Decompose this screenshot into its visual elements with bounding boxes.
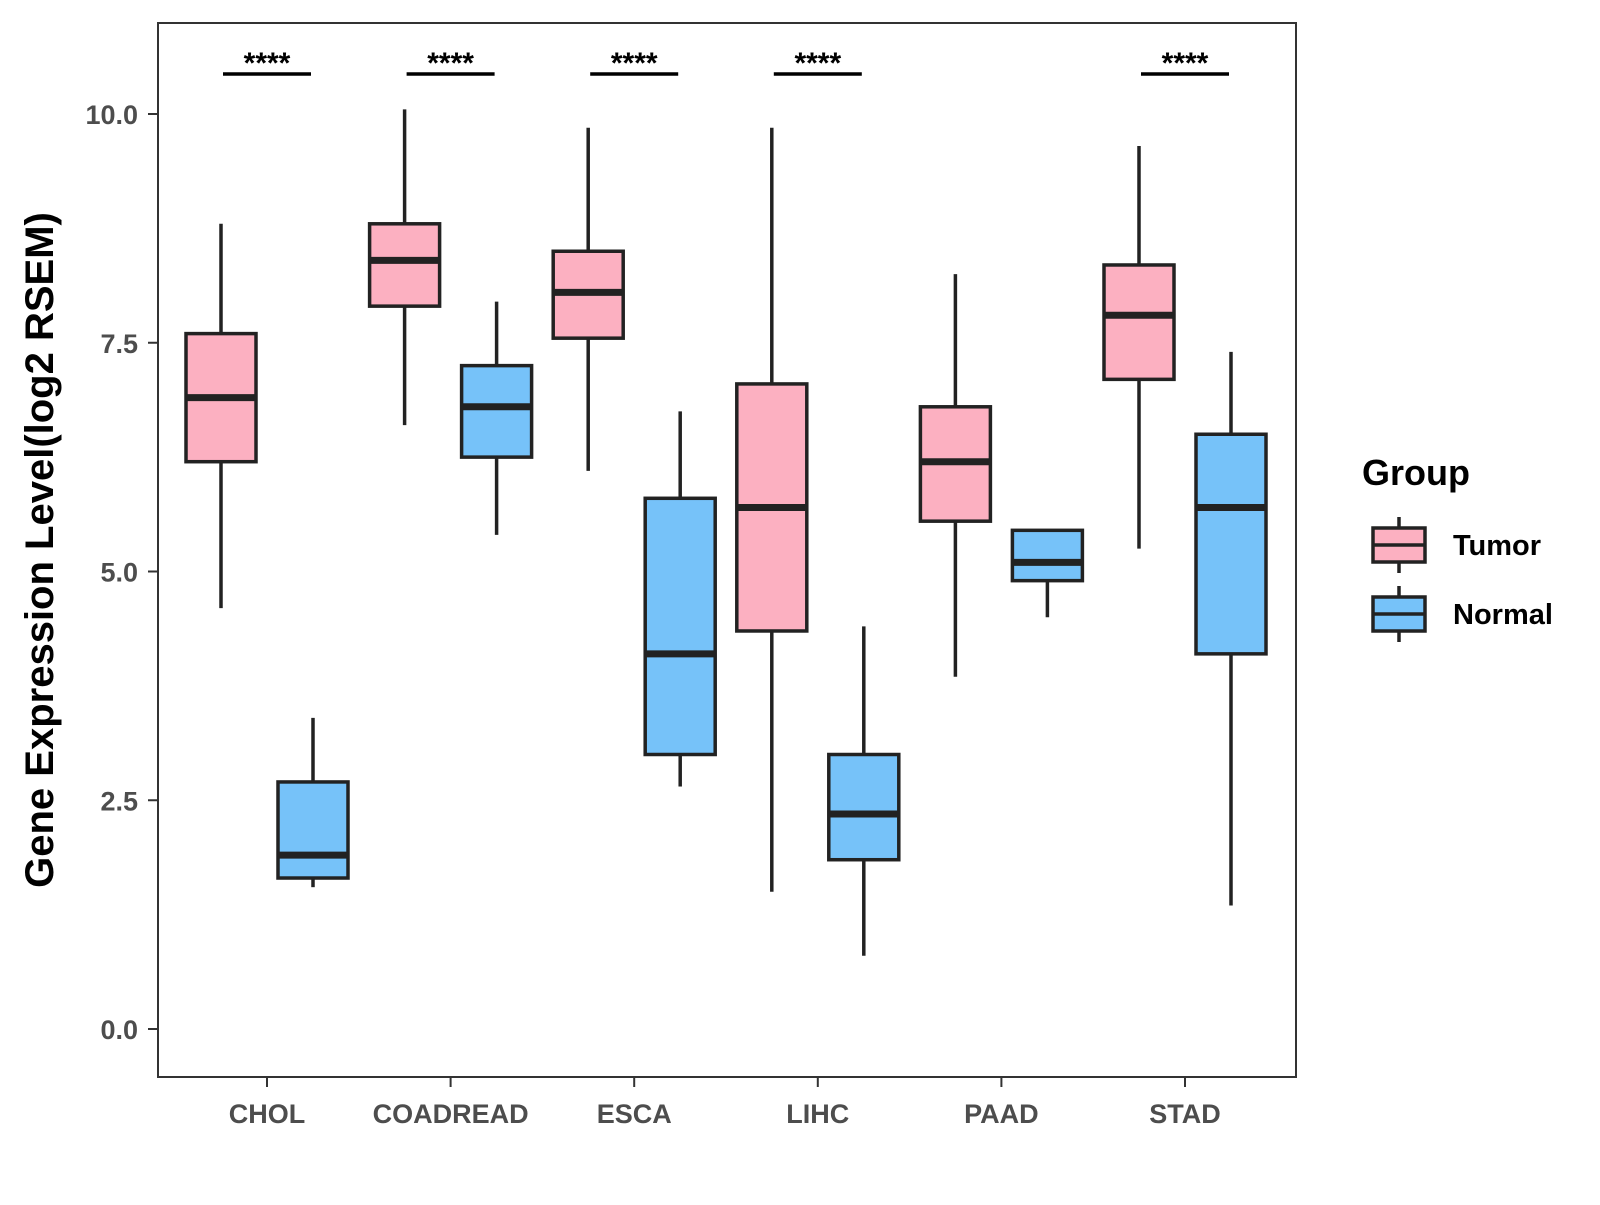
significance-label: **** [1162,47,1209,80]
box-tumor-paad [918,274,993,677]
y-tick-label: 5.0 [100,558,138,588]
plot-panel [157,22,1297,1078]
box-normal-lihc [827,626,901,956]
x-tick-label: STAD [1149,1099,1221,1129]
box-normal-esca [643,411,717,787]
y-axis: 0.0 2.5 5.0 7.5 10.0 [85,100,158,1045]
iqr-box [276,780,350,880]
iqr-box [459,363,534,459]
iqr-box [1010,528,1085,583]
x-tick-label: ESCA [597,1099,672,1129]
box-tumor-esca [551,127,625,471]
box-normal-stad [1194,351,1268,906]
legend-label: Tumor [1453,530,1541,562]
box-group [184,109,1268,956]
x-tick-label: LIHC [786,1099,849,1129]
iqr-box [643,496,717,757]
significance-annotations: **** **** **** **** **** [223,47,1229,80]
y-tick-label: 0.0 [100,1015,138,1045]
x-axis: CHOL COADREAD ESCA LIHC PAAD STAD [229,1077,1221,1129]
iqr-box [1102,263,1176,382]
legend-label: Normal [1453,599,1553,631]
box-tumor-coadread [367,109,442,426]
box-tumor-lihc [735,127,809,892]
y-tick-label: 7.5 [100,329,138,359]
significance-label: **** [427,47,474,80]
legend-title: Group [1362,452,1470,493]
y-tick-label: 10.0 [85,100,138,130]
x-tick-label: PAAD [964,1099,1039,1129]
box-tumor-chol [184,223,258,609]
y-axis-title: Gene Expression Level(log2 RSEM) [18,212,62,888]
box-normal-chol [276,717,350,888]
x-tick-label: COADREAD [373,1099,529,1129]
box-normal-coadread [459,301,534,535]
x-tick-label: CHOL [229,1099,306,1129]
legend: Group Tumor Normal [1362,452,1553,642]
iqr-box [1194,432,1268,656]
legend-item-tumor: Tumor [1371,517,1541,573]
box-tumor-stad [1102,146,1176,549]
box-normal-paad [1010,528,1085,618]
significance-label: **** [794,47,841,80]
iqr-box [367,222,442,308]
y-tick-label: 2.5 [100,786,138,816]
significance-label: **** [611,47,658,80]
legend-item-normal: Normal [1371,586,1553,642]
significance-label: **** [244,47,291,80]
iqr-box [827,752,901,862]
